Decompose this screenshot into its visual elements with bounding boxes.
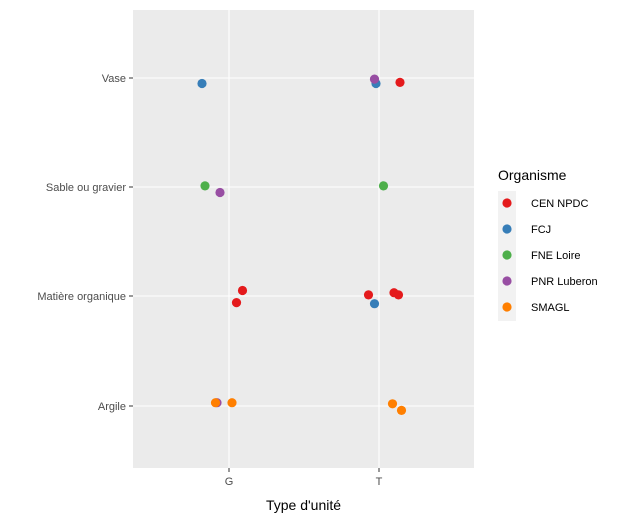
plot-panel [133, 10, 474, 468]
legend-title: Organisme [498, 167, 567, 183]
y-tick-label: Matière organique [37, 291, 126, 303]
y-tick-label: Sable ou gravier [46, 182, 126, 194]
y-tick-label: Vase [102, 73, 126, 85]
x-axis-title: Type d'unité [266, 497, 341, 513]
data-point [395, 77, 405, 87]
y-tick-label: Argile [98, 401, 126, 413]
legend: Organisme CEN NPDC FCJ FNE Loire PNR Lubero… [496, 160, 626, 325]
legend-label: PNR Luberon [531, 276, 598, 288]
legend-key [502, 302, 512, 312]
legend-background [496, 160, 626, 325]
legend-key [502, 198, 512, 208]
x-tick-label: G [225, 476, 234, 488]
legend-label: FCJ [531, 224, 551, 236]
data-point [363, 290, 374, 300]
data-point [387, 399, 398, 409]
data-point [237, 285, 248, 296]
legend-key [502, 276, 512, 286]
data-point [227, 398, 237, 408]
legend-items: CEN NPDC FCJ FNE Loire PNR Luberon SMAGL [498, 191, 598, 321]
data-point [378, 181, 389, 191]
data-point [197, 78, 207, 89]
data-points [197, 74, 407, 415]
data-point [215, 187, 225, 198]
y-axis: Argile Matière organique Sable ou gravier V… [37, 73, 133, 413]
data-point [369, 299, 380, 309]
data-point [231, 298, 242, 308]
legend-label: SMAGL [531, 302, 570, 314]
legend-label: CEN NPDC [531, 198, 589, 210]
legend-key [502, 224, 512, 234]
data-point [369, 74, 380, 84]
data-point [393, 290, 404, 300]
legend-key [502, 250, 512, 260]
legend-label: FNE Loire [531, 250, 581, 262]
data-point [396, 405, 407, 415]
data-point [200, 181, 210, 191]
data-point [210, 398, 221, 408]
x-tick-label: T [376, 476, 383, 488]
